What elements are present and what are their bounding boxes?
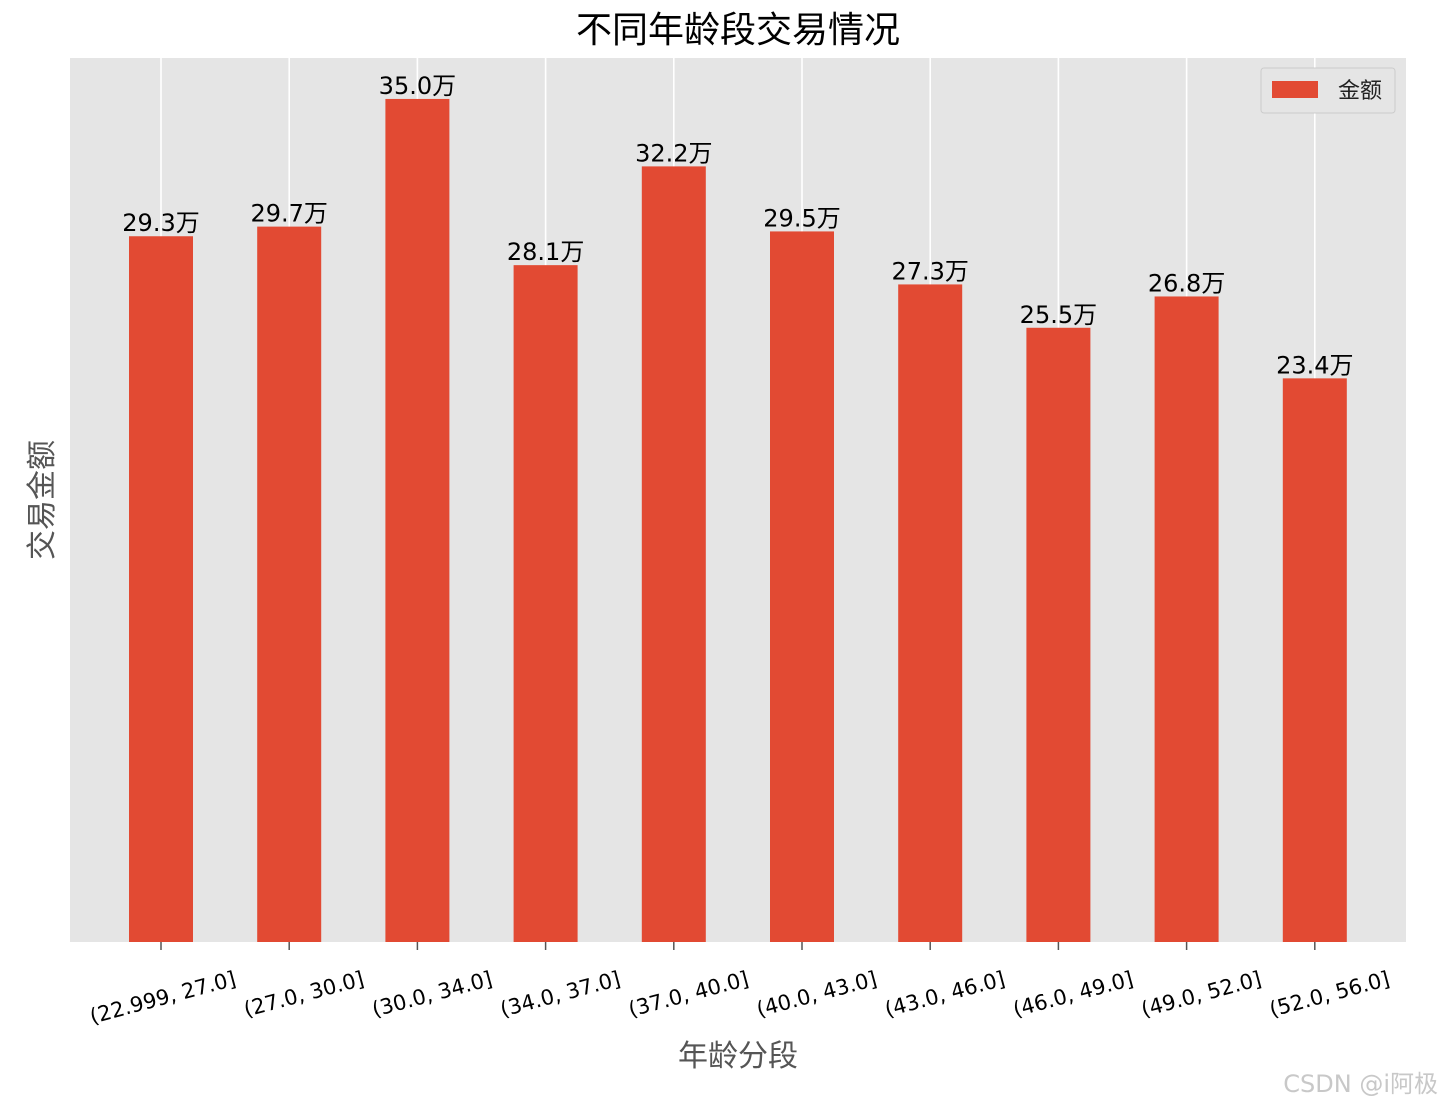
- bar-value-label-5: 32.2万: [635, 139, 712, 167]
- bar-value-label-10: 23.4万: [1276, 351, 1353, 379]
- bar-5: [641, 166, 706, 943]
- bar-value-label-4: 28.1万: [507, 238, 584, 266]
- x-tick-label-8: (46.0, 49.0]: [1010, 967, 1135, 1022]
- bar-7: [898, 284, 963, 942]
- bar-6: [770, 231, 834, 942]
- x-tick-label-1: (22.999, 27.0]: [87, 967, 238, 1029]
- x-tick-label-2: (27.0, 30.0]: [241, 967, 366, 1022]
- x-tick-label-3: (30.0, 34.0]: [369, 967, 494, 1022]
- bar-value-label-9: 26.8万: [1148, 269, 1225, 297]
- x-tick-label-5: (37.0, 40.0]: [626, 967, 751, 1022]
- x-axis-label: 年龄分段: [678, 1039, 798, 1074]
- bar-value-label-3: 35.0万: [379, 72, 456, 100]
- bars-group: [129, 98, 1347, 943]
- legend-frame: [1260, 67, 1396, 114]
- y-axis-label: 交易金额: [25, 440, 60, 560]
- bar-10: [1282, 378, 1347, 942]
- bar-value-label-8: 25.5万: [1020, 301, 1097, 329]
- x-tick-label-6: (40.0, 43.0]: [754, 967, 879, 1022]
- bar-value-label-6: 29.5万: [763, 204, 840, 232]
- x-tick-label-9: (49.0, 52.0]: [1139, 967, 1264, 1022]
- legend-swatch: [1272, 81, 1318, 98]
- legend-label: 金额: [1338, 79, 1382, 104]
- x-tick-label-10: (52.0, 56.0]: [1267, 967, 1392, 1022]
- bar-9: [1154, 296, 1219, 942]
- chart-title: 不同年龄段交易情况: [576, 10, 900, 51]
- bar-1: [129, 236, 193, 942]
- bar-2: [257, 226, 322, 942]
- bar-3: [385, 98, 450, 942]
- x-tick-label-4: (34.0, 37.0]: [498, 967, 623, 1022]
- watermark: CSDN @i阿极: [1283, 1070, 1438, 1098]
- bar-value-label-1: 29.3万: [122, 209, 199, 237]
- bar-8: [1026, 327, 1091, 942]
- legend: 金额: [1260, 67, 1396, 114]
- value-labels-group: 29.3万 29.7万 35.0万 28.1万 32.2万 29.5万 27.3万 25.5万…: [122, 72, 1353, 379]
- bar-4: [513, 265, 578, 942]
- bar-value-label-2: 29.7万: [250, 200, 327, 228]
- x-ticks-group: (22.999, 27.0] (27.0, 30.0] (30.0, 34.0] (3…: [87, 942, 1392, 1029]
- bar-value-label-7: 27.3万: [891, 257, 968, 285]
- x-tick-label-7: (43.0, 46.0]: [882, 967, 1007, 1022]
